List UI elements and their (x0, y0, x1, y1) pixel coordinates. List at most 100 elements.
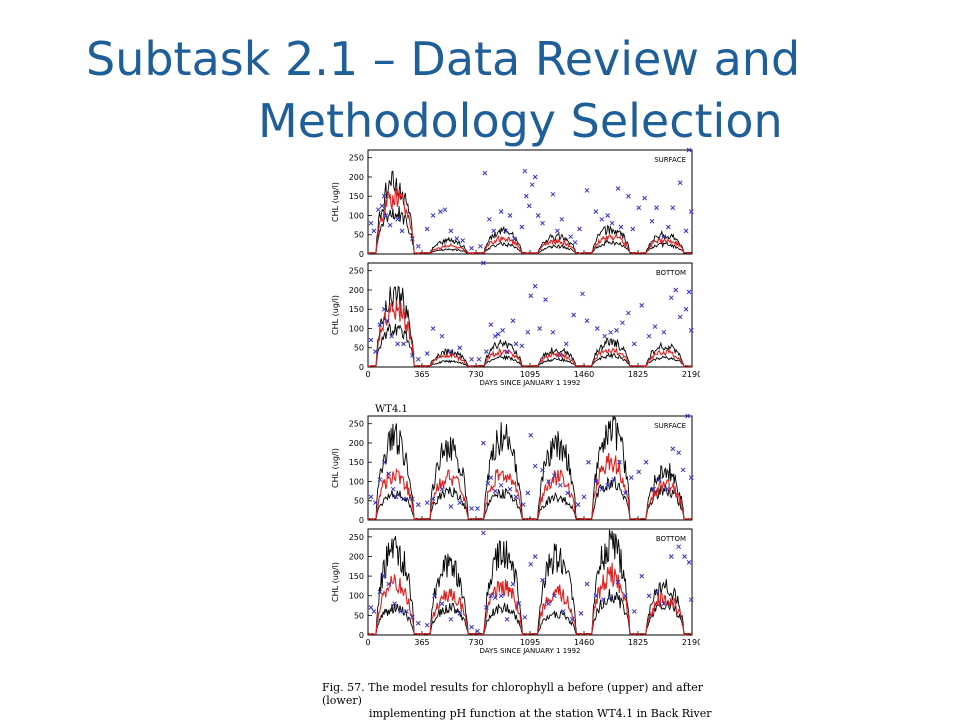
observation-point (486, 216, 492, 222)
observation-mark (577, 226, 582, 232)
observation-point (439, 601, 445, 606)
observation-point (543, 297, 548, 302)
y-tick-label: 200 (349, 173, 364, 182)
observation-point (384, 318, 390, 324)
observation-mark (642, 195, 648, 201)
observation-point (454, 236, 460, 241)
observation-mark (475, 506, 480, 511)
observation-mark (401, 341, 406, 347)
observation-point (410, 236, 415, 241)
slide-title-line-1: Subtask 2.1 – Data Review and (86, 32, 801, 86)
observation-mark (457, 500, 463, 506)
observation-mark (643, 459, 649, 465)
observation-point (368, 605, 374, 610)
observation-mark (404, 609, 409, 614)
x-tick-label: 730 (468, 638, 483, 647)
observation-point (395, 216, 400, 222)
plot-frame (367, 149, 693, 255)
y-tick-label: 50 (354, 497, 364, 506)
observation-mark (482, 170, 488, 176)
series-line-min (367, 476, 693, 521)
observation-mark (392, 601, 397, 606)
observation-point (614, 328, 619, 333)
observation-point (546, 479, 551, 484)
observation-mark (593, 209, 599, 214)
series-line-max (367, 285, 693, 368)
observation-mark (615, 579, 621, 585)
observation-mark (586, 459, 591, 465)
observation-point (415, 620, 421, 626)
observation-point (482, 170, 488, 176)
observation-point (639, 573, 645, 579)
observation-point (432, 593, 437, 599)
observation-point (680, 467, 686, 473)
y-tick-label: 50 (354, 611, 364, 620)
observation-point (599, 486, 605, 492)
observation-point (540, 467, 545, 473)
observation-mark (571, 312, 576, 318)
observation-mark (646, 593, 652, 599)
observation-point (636, 469, 642, 475)
observation-point (522, 614, 528, 620)
observation-point (639, 303, 645, 308)
observation-mark (525, 490, 531, 496)
observation-mark (424, 622, 430, 628)
observation-point (540, 220, 545, 226)
observation-mark (581, 494, 587, 500)
observation-mark (415, 620, 421, 626)
observation-mark (469, 245, 474, 251)
observation-point (623, 593, 628, 599)
observation-point (611, 477, 616, 482)
observation-mark (430, 496, 436, 502)
observation-mark (563, 341, 569, 347)
observation-point (504, 349, 510, 354)
observation-point (492, 595, 498, 601)
observation-point (615, 579, 621, 585)
observation-point (594, 326, 600, 331)
observation-point (560, 609, 566, 614)
observation-point (600, 597, 606, 603)
panel-label: SURFACE (654, 156, 686, 164)
observation-point (381, 306, 387, 312)
observation-point (386, 471, 392, 477)
observation-mark (410, 353, 415, 358)
y-tick-label: 200 (349, 552, 364, 561)
observation-mark (685, 413, 690, 419)
observation-point (415, 243, 421, 249)
observation-mark (665, 224, 671, 230)
observation-mark (628, 475, 634, 480)
observation-mark (680, 467, 686, 473)
observation-mark (481, 530, 486, 536)
observation-mark (384, 318, 390, 324)
observation-point (381, 459, 387, 465)
observation-point (673, 287, 679, 293)
x-tick-label: 1095 (520, 638, 540, 647)
observation-point (377, 322, 383, 327)
observation-mark (368, 220, 374, 226)
observation-mark (605, 213, 611, 218)
observation-mark (383, 213, 389, 218)
observation-mark (522, 614, 528, 620)
observation-mark (532, 463, 538, 469)
observation-mark (516, 601, 522, 606)
observation-point (631, 341, 637, 347)
observation-point (368, 337, 374, 343)
observation-point (469, 356, 474, 362)
y-tick-label: 50 (354, 344, 364, 353)
series-line-max (367, 529, 693, 636)
observation-point (481, 440, 486, 446)
observation-point (646, 593, 652, 599)
x-tick-label: 1460 (574, 370, 594, 379)
observation-point (373, 500, 378, 506)
observation-point (399, 228, 405, 234)
observation-point (390, 486, 396, 492)
observation-point (677, 314, 683, 320)
observation-point (649, 218, 655, 224)
observation-mark (528, 432, 534, 438)
observation-point (513, 341, 519, 347)
observation-point (371, 228, 377, 234)
observation-point (503, 228, 508, 234)
observation-point (593, 593, 599, 599)
observation-mark (503, 228, 508, 234)
observation-mark (584, 318, 590, 324)
